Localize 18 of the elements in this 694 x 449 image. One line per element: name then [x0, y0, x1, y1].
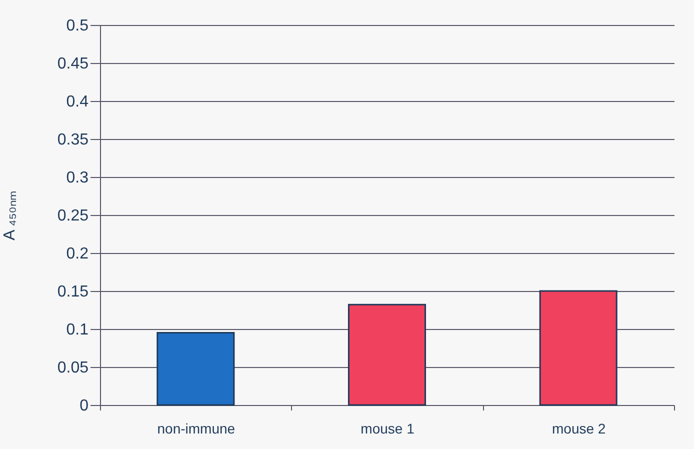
y-tick-label: 0.45 — [57, 56, 89, 72]
y-tick-label: 0.05 — [57, 360, 89, 376]
y-tick-label: 0.5 — [66, 18, 89, 34]
x-tick-label: mouse 2 — [552, 420, 606, 436]
x-tick-label: mouse 1 — [360, 420, 415, 436]
y-tick-label: 0.15 — [57, 284, 89, 300]
bar — [539, 290, 618, 406]
y-tick-label: 0.3 — [66, 170, 89, 186]
y-tick-label: 0.35 — [57, 132, 89, 148]
y-tick-label: 0.1 — [66, 322, 89, 338]
x-tick-label: non-immune — [157, 420, 236, 436]
y-tick-label: 0.4 — [66, 94, 89, 110]
y-tick-label: 0.2 — [66, 246, 89, 262]
bar — [348, 304, 426, 406]
bar — [156, 332, 235, 406]
y-axis-title: A ₄₅₀ₙₘ — [1, 190, 18, 240]
y-tick-label: 0.25 — [57, 208, 89, 224]
y-tick-label: 0 — [80, 398, 89, 414]
